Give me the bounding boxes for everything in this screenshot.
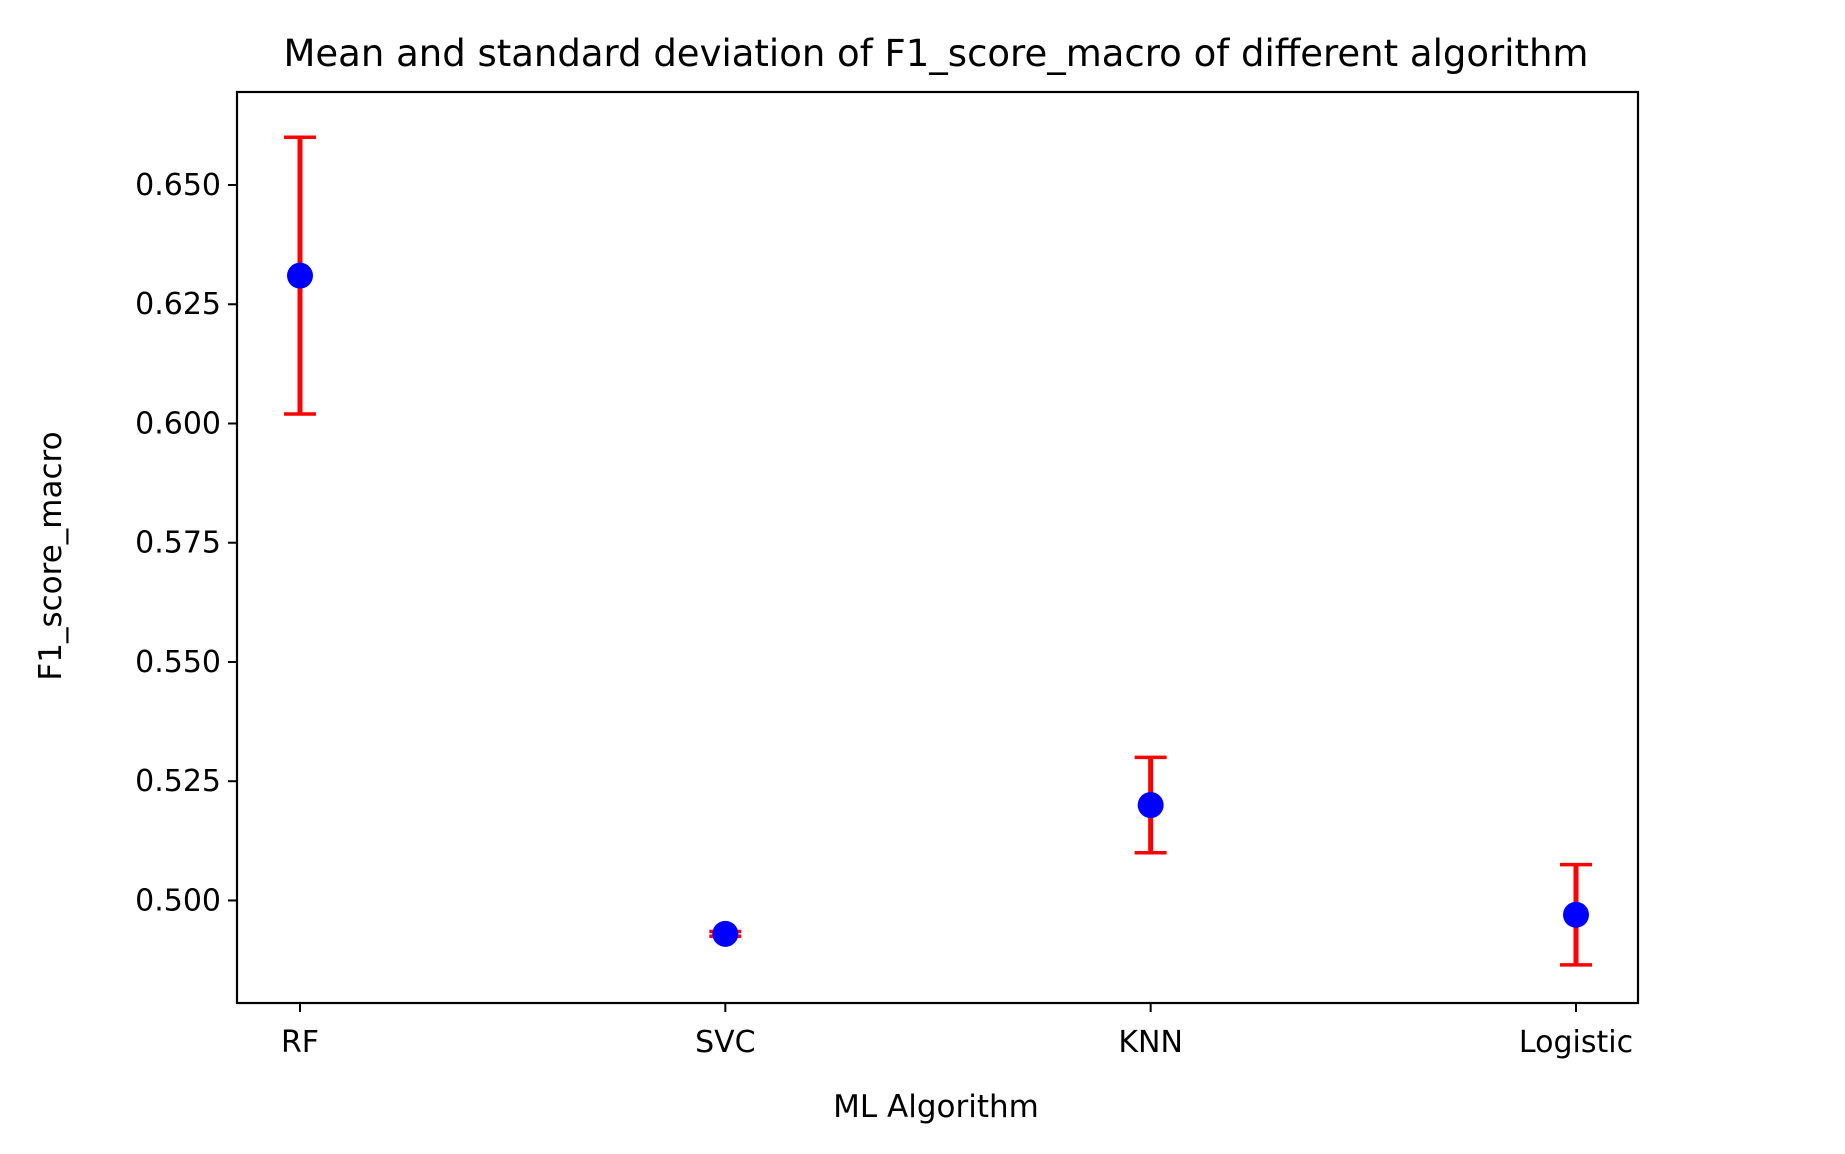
y-tick-label: 0.600 xyxy=(135,406,221,441)
y-axis-label: F1_score_macro xyxy=(33,431,69,680)
x-tick-label: Logistic xyxy=(1519,1025,1633,1060)
plot-frame xyxy=(235,90,1640,1005)
mean-point xyxy=(287,262,313,289)
x-axis-label: ML Algorithm xyxy=(833,1089,1039,1125)
x-tick-label: RF xyxy=(281,1025,319,1060)
y-tick-label: 0.500 xyxy=(135,883,221,918)
mean-point xyxy=(1563,901,1589,928)
y-tick-label: 0.550 xyxy=(135,645,221,680)
y-tick-label: 0.625 xyxy=(135,287,221,322)
mean-point xyxy=(1137,792,1164,819)
x-tick-label: KNN xyxy=(1118,1025,1183,1060)
chart-title: Mean and standard deviation of F1_score_… xyxy=(284,32,1589,75)
y-tick-label: 0.525 xyxy=(135,764,221,799)
plot-area: 0.500 0.525 0.550 0.575 0.600 0.625 0.650 RF SVC… xyxy=(135,90,1640,1060)
y-tick-label: 0.575 xyxy=(135,526,221,561)
y-tick-label: 0.650 xyxy=(135,168,221,203)
x-tick-label: SVC xyxy=(695,1025,756,1060)
mean-point xyxy=(712,920,739,947)
